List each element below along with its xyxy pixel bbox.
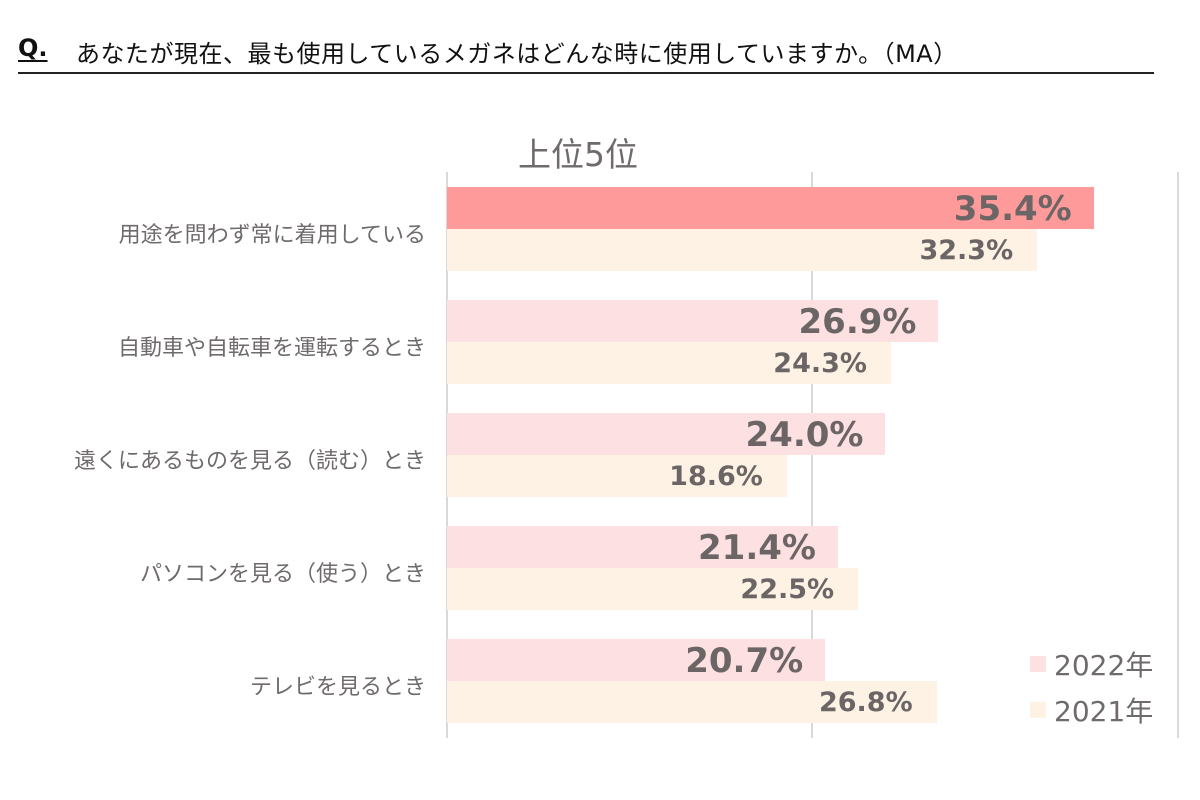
- bar-2022: [447, 300, 939, 342]
- bar-2021: [447, 342, 891, 384]
- chart-subtitle: 上位5位: [518, 135, 638, 174]
- bar-2021: [447, 568, 859, 610]
- question-header: Q. あなたが現在、最も使用しているメガネはどんな時に使用していますか。（MA）: [18, 34, 1154, 74]
- category-label: 遠くにあるものを見る（読む）とき: [73, 449, 426, 474]
- category-label: テレビを見るとき: [249, 675, 426, 700]
- question-text: あなたが現在、最も使用しているメガネはどんな時に使用していますか。（MA）: [76, 40, 958, 68]
- value-label-2021: 26.8%: [818, 687, 913, 718]
- bar-2022: [447, 639, 826, 681]
- bar-2021: [447, 229, 1038, 271]
- legend-item-2022: 2022年: [1030, 644, 1153, 684]
- value-label-2022: 26.9%: [798, 302, 917, 342]
- legend-label-2021: 2021年: [1054, 695, 1154, 728]
- legend-label-2022: 2022年: [1054, 649, 1154, 682]
- category-label: 用途を問わず常に着用している: [118, 223, 426, 248]
- category-label: パソコンを見る（使う）とき: [139, 562, 426, 587]
- value-label-2021: 22.5%: [740, 574, 835, 605]
- value-label-2021: 18.6%: [669, 461, 763, 492]
- value-label-2021: 32.3%: [919, 235, 1014, 266]
- legend-swatch-2022: [1030, 656, 1046, 672]
- legend-item-2021: 2021年: [1030, 690, 1153, 730]
- bar-2022: [447, 187, 1094, 229]
- gridline-20: [811, 172, 813, 738]
- value-label-2022: 35.4%: [953, 189, 1072, 229]
- question-mark: Q.: [18, 34, 48, 62]
- bar-2021: [447, 681, 937, 723]
- bar-2022: [447, 526, 838, 568]
- value-label-2021: 24.3%: [773, 348, 867, 379]
- bar-2022: [447, 413, 886, 455]
- legend-swatch-2021: [1030, 702, 1046, 718]
- gridline-40: [1177, 172, 1179, 738]
- value-label-2022: 20.7%: [685, 641, 804, 681]
- value-label-2022: 21.4%: [698, 528, 816, 568]
- bar-2021: [447, 455, 787, 497]
- value-label-2022: 24.0%: [745, 415, 864, 455]
- category-label: 自動車や自転車を運転するとき: [117, 336, 426, 361]
